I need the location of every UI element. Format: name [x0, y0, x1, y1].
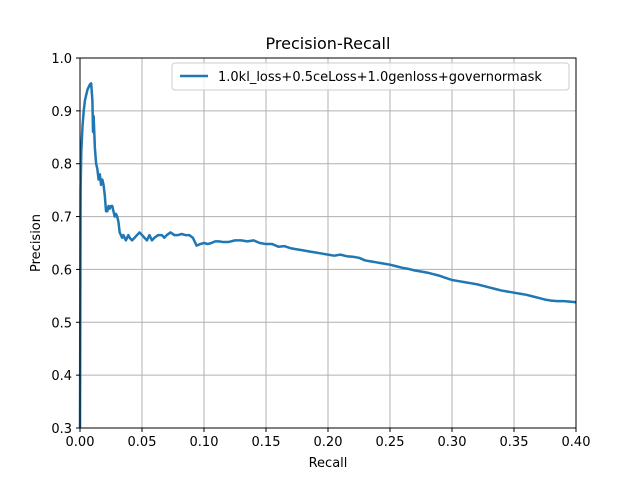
x-tick-label: 0.30	[438, 435, 467, 450]
y-tick-label: 0.3	[51, 422, 72, 437]
x-tick-label: 0.20	[314, 435, 343, 450]
x-tick-label: 0.25	[376, 435, 405, 450]
x-tick-label: 0.15	[252, 435, 281, 450]
x-axis-title: Recall	[309, 456, 348, 471]
y-axis-title: Precision	[29, 214, 44, 272]
y-tick-label: 0.6	[51, 263, 72, 278]
x-axis: 0.00 0.05 0.10 0.15 0.20 0.25 0.30 0.35 0.40	[66, 428, 591, 450]
series-line-0	[78, 82, 577, 429]
y-tick-label: 0.9	[51, 105, 72, 120]
legend-label-0: 1.0kl_loss+0.5ceLoss+1.0genloss+governor…	[218, 70, 542, 85]
x-tick-label: 0.40	[562, 435, 591, 450]
x-tick-label: 0.10	[190, 435, 219, 450]
plot-area	[78, 82, 577, 429]
legend-box	[171, 62, 570, 91]
x-tick-label: 0.05	[128, 435, 157, 450]
chart-title: Precision-Recall	[266, 34, 391, 53]
legend: 1.0kl_loss+0.5ceLoss+1.0genloss+governor…	[171, 62, 570, 91]
y-tick-label: 1.0	[51, 52, 72, 67]
y-tick-label: 0.4	[51, 369, 72, 384]
x-tick-label: 0.35	[500, 435, 529, 450]
y-axis: 0.3 0.4 0.5 0.6 0.7 0.8 0.9 1.0	[51, 52, 80, 437]
y-tick-label: 0.5	[51, 316, 72, 331]
y-tick-label: 0.7	[51, 211, 72, 226]
y-tick-label: 0.8	[51, 158, 72, 173]
x-tick-label: 0.00	[66, 435, 95, 450]
